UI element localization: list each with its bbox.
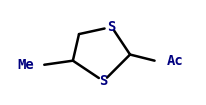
Text: Me: Me — [18, 58, 34, 72]
Text: S: S — [107, 20, 115, 34]
Text: S: S — [99, 74, 107, 88]
Text: Ac: Ac — [166, 54, 183, 68]
